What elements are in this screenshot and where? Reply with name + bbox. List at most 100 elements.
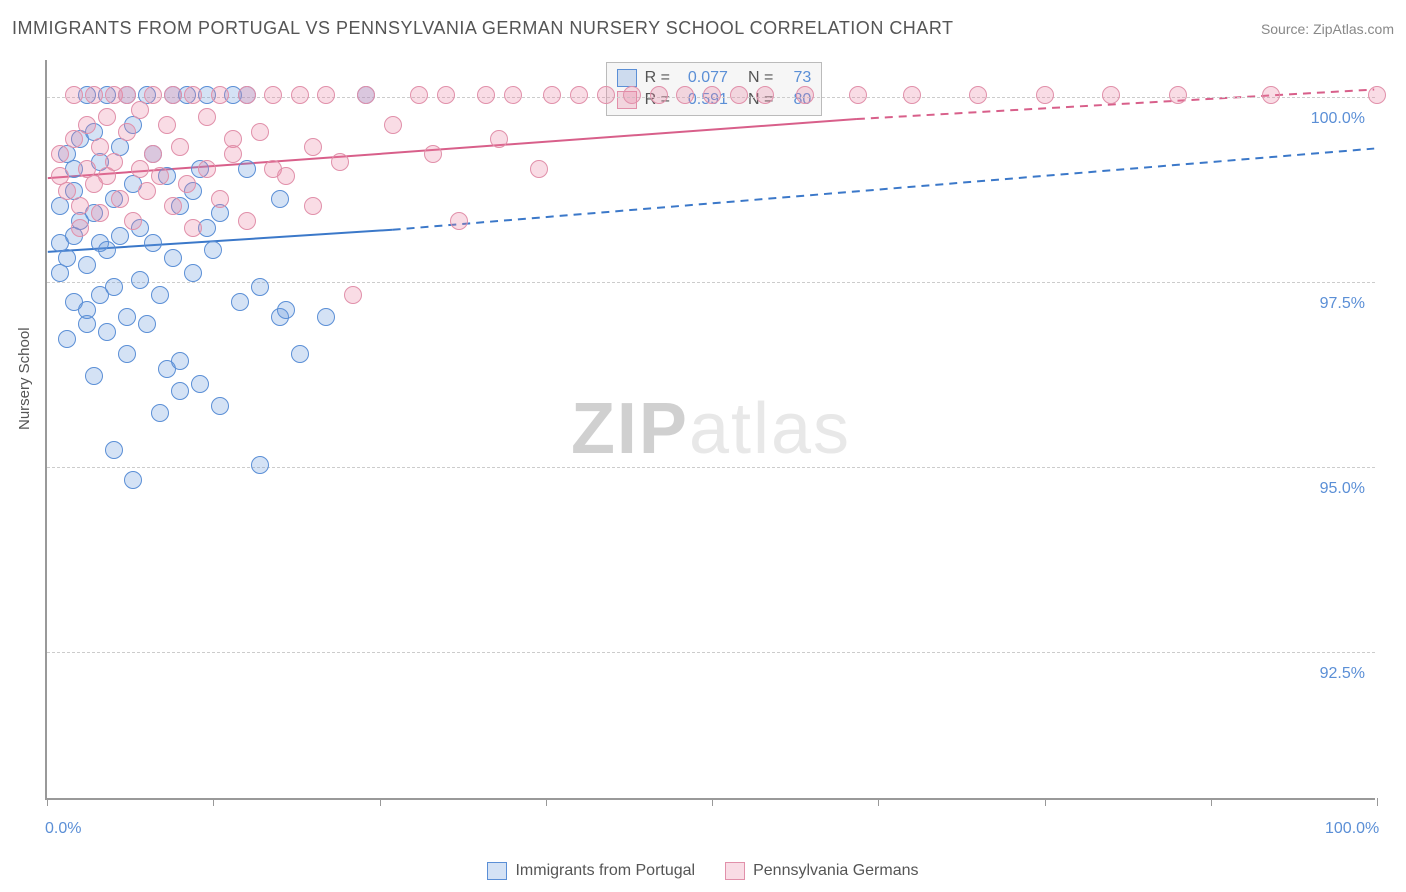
data-point <box>264 86 282 104</box>
data-point <box>504 86 522 104</box>
data-point <box>184 86 202 104</box>
swatch-icon <box>487 862 507 880</box>
data-point <box>1102 86 1120 104</box>
y-tick-label: 92.5% <box>1320 665 1365 683</box>
data-point <box>85 367 103 385</box>
data-point <box>251 123 269 141</box>
data-point <box>65 130 83 148</box>
data-point <box>730 86 748 104</box>
n-label: N = <box>748 69 773 87</box>
data-point <box>304 197 322 215</box>
data-point <box>903 86 921 104</box>
data-point <box>105 153 123 171</box>
data-point <box>144 145 162 163</box>
data-point <box>164 197 182 215</box>
data-point <box>211 190 229 208</box>
data-point <box>490 130 508 148</box>
data-point <box>151 286 169 304</box>
data-point <box>756 86 774 104</box>
data-point <box>623 86 641 104</box>
data-point <box>796 86 814 104</box>
data-point <box>91 204 109 222</box>
data-point <box>58 249 76 267</box>
y-tick-label: 100.0% <box>1311 110 1365 128</box>
data-point <box>98 241 116 259</box>
data-point <box>51 145 69 163</box>
data-point <box>131 101 149 119</box>
data-point <box>91 138 109 156</box>
data-point <box>450 212 468 230</box>
data-point <box>597 86 615 104</box>
data-point <box>144 234 162 252</box>
data-point <box>184 219 202 237</box>
x-tick-label: 0.0% <box>45 820 81 838</box>
r-label: R = <box>645 69 670 87</box>
data-point <box>111 227 129 245</box>
data-point <box>251 456 269 474</box>
data-point <box>437 86 455 104</box>
y-tick-label: 97.5% <box>1320 295 1365 313</box>
series-legend: Immigrants from Portugal Pennsylvania Ge… <box>0 862 1406 880</box>
data-point <box>58 330 76 348</box>
data-point <box>277 167 295 185</box>
data-point <box>118 86 136 104</box>
x-tick <box>213 798 214 806</box>
data-point <box>211 86 229 104</box>
data-point <box>171 382 189 400</box>
source-label: Source: <box>1261 21 1309 37</box>
data-point <box>164 86 182 104</box>
x-tick <box>47 798 48 806</box>
data-point <box>191 375 209 393</box>
x-tick <box>1045 798 1046 806</box>
watermark: ZIPatlas <box>571 388 851 470</box>
data-point <box>131 271 149 289</box>
watermark-atlas: atlas <box>689 389 851 469</box>
data-point <box>1036 86 1054 104</box>
swatch-icon <box>725 862 745 880</box>
data-point <box>317 86 335 104</box>
data-point <box>251 278 269 296</box>
data-point <box>151 404 169 422</box>
data-point <box>118 123 136 141</box>
data-point <box>111 190 129 208</box>
data-point <box>650 86 668 104</box>
data-point <box>344 286 362 304</box>
data-point <box>224 145 242 163</box>
data-point <box>271 190 289 208</box>
data-point <box>124 471 142 489</box>
data-point <box>204 241 222 259</box>
data-point <box>211 397 229 415</box>
data-point <box>171 352 189 370</box>
data-point <box>78 256 96 274</box>
data-point <box>291 86 309 104</box>
data-point <box>384 116 402 134</box>
data-point <box>238 212 256 230</box>
data-point <box>184 264 202 282</box>
data-point <box>1262 86 1280 104</box>
data-point <box>144 86 162 104</box>
data-point <box>78 116 96 134</box>
data-point <box>477 86 495 104</box>
x-tick-label: 100.0% <box>1325 820 1379 838</box>
source-attribution: Source: ZipAtlas.com <box>1261 21 1394 37</box>
legend-item-pennsylvania: Pennsylvania Germans <box>725 862 918 880</box>
data-point <box>410 86 428 104</box>
data-point <box>198 108 216 126</box>
data-point <box>58 182 76 200</box>
n-value: 73 <box>781 69 811 87</box>
data-point <box>98 108 116 126</box>
data-point <box>158 116 176 134</box>
data-point <box>118 345 136 363</box>
data-point <box>277 301 295 319</box>
data-point <box>969 86 987 104</box>
legend-label: Pennsylvania Germans <box>753 862 918 880</box>
data-point <box>530 160 548 178</box>
y-axis-label: Nursery School <box>16 327 33 430</box>
data-point <box>71 219 89 237</box>
data-point <box>424 145 442 163</box>
data-point <box>138 315 156 333</box>
x-tick <box>1211 798 1212 806</box>
data-point <box>317 308 335 326</box>
gridline <box>47 467 1375 468</box>
data-point <box>124 212 142 230</box>
